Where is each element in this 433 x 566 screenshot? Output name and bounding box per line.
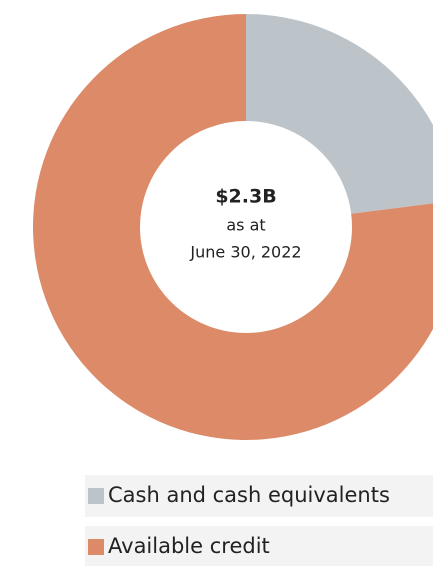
center-caption: as at	[226, 216, 265, 235]
legend-label: Cash and cash equivalents	[108, 483, 390, 507]
legend-label: Available credit	[108, 534, 270, 558]
donut	[33, 14, 433, 440]
center-value: $2.3B	[215, 186, 276, 208]
donut-slice	[33, 14, 433, 440]
legend-background	[85, 475, 433, 517]
legend-background	[85, 526, 433, 566]
center-date: June 30, 2022	[189, 243, 301, 262]
legend-swatch	[88, 488, 104, 504]
legend: Cash and cash equivalents Available credi…	[85, 475, 433, 566]
legend-swatch	[88, 539, 104, 555]
donut-slice	[246, 14, 433, 214]
